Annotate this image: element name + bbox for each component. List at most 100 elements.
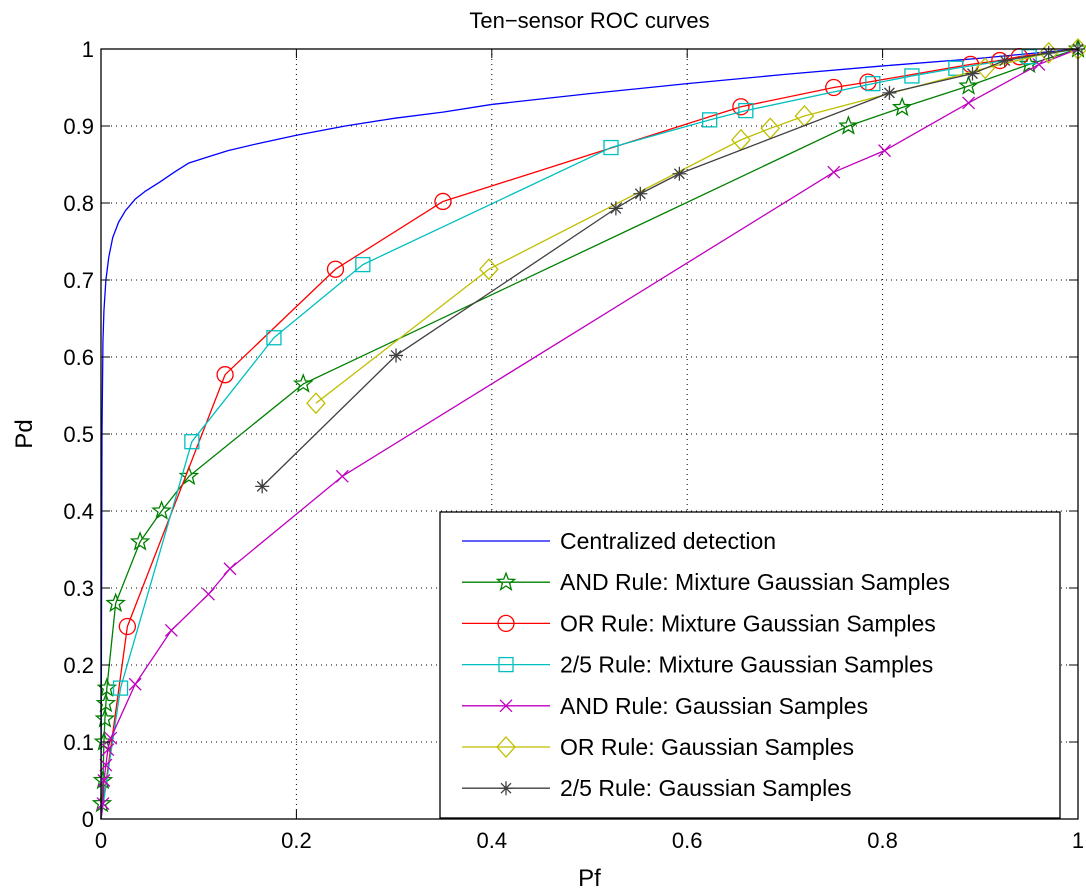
y-tick-label: 0.3 <box>63 576 94 601</box>
legend-item: 2/5 Rule: Gaussian Samples <box>462 775 852 801</box>
series-point <box>99 758 113 772</box>
series-point <box>184 434 200 450</box>
series-layer <box>91 38 1086 820</box>
series-point <box>292 373 314 393</box>
x-tick-label: 0 <box>95 828 107 853</box>
series-point <box>997 53 1012 68</box>
series-point <box>882 85 897 100</box>
series-point <box>94 708 116 728</box>
series-point <box>878 144 892 158</box>
series-point <box>129 530 151 551</box>
y-tick-label: 0.6 <box>63 345 94 370</box>
legend-marker <box>499 781 513 796</box>
series-group <box>306 38 1086 415</box>
series-line <box>261 48 1079 487</box>
x-tick-label: 0.2 <box>281 828 312 853</box>
series-point <box>738 102 754 119</box>
legend-marker <box>499 699 513 713</box>
y-axis-label: Pd <box>11 419 38 448</box>
series-point <box>904 68 920 84</box>
series-point <box>335 469 349 483</box>
series-point <box>732 98 750 116</box>
legend-label: Centralized detection <box>560 528 776 554</box>
series-point <box>389 348 404 363</box>
y-tick-label: 0.7 <box>63 268 94 293</box>
series-point <box>326 260 345 278</box>
series-point <box>128 677 142 691</box>
legend-item: AND Rule: Gaussian Samples <box>462 693 868 719</box>
series-line <box>315 48 1079 404</box>
y-tick-label: 0.8 <box>63 191 94 216</box>
series-point <box>118 617 137 636</box>
series-point <box>223 562 237 576</box>
chart-title: Ten−sensor ROC curves <box>469 8 709 33</box>
series-line <box>100 48 1079 820</box>
series-point <box>1041 45 1056 60</box>
legend-item: Centralized detection <box>462 528 776 554</box>
series-point <box>948 60 964 76</box>
legend-label: AND Rule: Mixture Gaussian Samples <box>560 569 950 595</box>
y-tick-label: 0.5 <box>63 422 94 447</box>
series-point <box>825 78 843 97</box>
series-point <box>164 623 178 637</box>
series-point <box>355 256 371 273</box>
series-point <box>975 57 996 80</box>
series-point <box>962 96 976 110</box>
series-point <box>865 76 881 92</box>
legend-label: 2/5 Rule: Mixture Gaussian Samples <box>560 652 933 678</box>
series-point <box>101 743 115 757</box>
grid-lines <box>101 49 1078 819</box>
series-point <box>96 797 110 811</box>
legend-item: AND Rule: Mixture Gaussian Samples <box>462 569 950 595</box>
y-tick-label: 1 <box>82 37 94 62</box>
series-point <box>306 392 326 415</box>
series-point <box>434 192 452 211</box>
series-point <box>672 166 687 181</box>
x-tick-label: 0.8 <box>867 828 898 853</box>
series-line <box>100 48 1079 820</box>
series-line <box>100 48 1079 820</box>
series-point <box>478 258 499 281</box>
series-point <box>92 769 114 790</box>
y-tick-label: 0.1 <box>63 730 94 755</box>
legend-item: OR Rule: Gaussian Samples <box>462 734 854 760</box>
series-point <box>702 112 718 128</box>
x-tick-label: 0.4 <box>477 828 508 853</box>
legend-marker <box>497 614 515 633</box>
x-tick-label: 0.6 <box>672 828 703 853</box>
series-point <box>95 692 117 713</box>
tick-layer: 0 0.2 0.4 0.6 0.8 1 0 0.1 0.2 0.3 0.4 0.5 0.6 0.7 0.8 0… <box>63 37 1084 853</box>
series-point <box>202 587 215 601</box>
series-group <box>100 48 1079 820</box>
series-point <box>97 774 111 787</box>
y-tick-label: 0.9 <box>63 114 94 139</box>
x-tick-label: 1 <box>1072 828 1084 853</box>
y-tick-label: 0.2 <box>63 653 94 678</box>
x-axis-label: Pf <box>578 865 601 892</box>
series-point <box>255 479 270 494</box>
legend-label: 2/5 Rule: Gaussian Samples <box>560 775 852 801</box>
legend: Centralized detection AND Rule: Mixture G… <box>439 511 1061 819</box>
legend-marker <box>496 736 516 758</box>
legend-item: 2/5 Rule: Mixture Gaussian Samples <box>462 652 933 678</box>
series-point <box>608 201 623 216</box>
series-point <box>112 680 129 696</box>
legend-marker <box>495 571 517 591</box>
series-point <box>216 366 234 384</box>
series-point <box>151 500 172 520</box>
series-point <box>105 592 126 613</box>
legend-label: AND Rule: Gaussian Samples <box>560 693 868 719</box>
legend-item: OR Rule: Mixture Gaussian Samples <box>462 610 936 636</box>
series-point <box>891 96 913 117</box>
series-group <box>96 48 1079 820</box>
series-point <box>1032 57 1046 71</box>
series-point <box>827 165 841 179</box>
series-point <box>838 115 859 135</box>
series-point <box>965 66 980 81</box>
legend-label: OR Rule: Gaussian Samples <box>560 734 854 760</box>
series-point <box>633 186 648 201</box>
legend-label: OR Rule: Mixture Gaussian Samples <box>560 610 936 636</box>
series-point <box>958 75 979 95</box>
legend-marker <box>498 656 514 673</box>
